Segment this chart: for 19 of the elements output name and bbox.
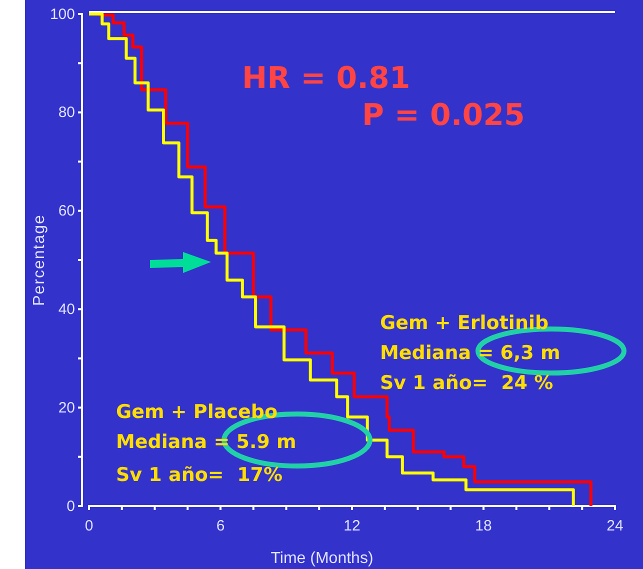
x-tick-label: 0 — [84, 518, 94, 535]
y-axis-title: Percentage — [31, 214, 48, 306]
y-tick-label: 80 — [58, 104, 75, 122]
y-tick-label: 40 — [58, 301, 75, 318]
x-axis-title: Time (Months) — [270, 550, 374, 567]
x-tick-label: 18 — [475, 518, 492, 535]
y-tick-label: 20 — [58, 399, 75, 416]
annotation: Gem + Placebo — [116, 401, 278, 423]
y-tick-label: 0 — [66, 498, 75, 515]
y-tick-label: 100 — [50, 6, 75, 23]
annotation: P = 0.025 — [362, 98, 525, 133]
annotation: Sv 1 año= 24 % — [380, 372, 554, 394]
y-tick-label: 60 — [58, 202, 75, 220]
annotation: Sv 1 año= 17% — [116, 464, 283, 486]
annotation: Gem + Erlotinib — [380, 312, 549, 334]
annotation: HR = 0.81 — [242, 61, 410, 96]
x-tick-label: 24 — [606, 518, 624, 535]
x-tick-label: 6 — [216, 518, 225, 535]
x-tick-label: 12 — [344, 518, 360, 535]
